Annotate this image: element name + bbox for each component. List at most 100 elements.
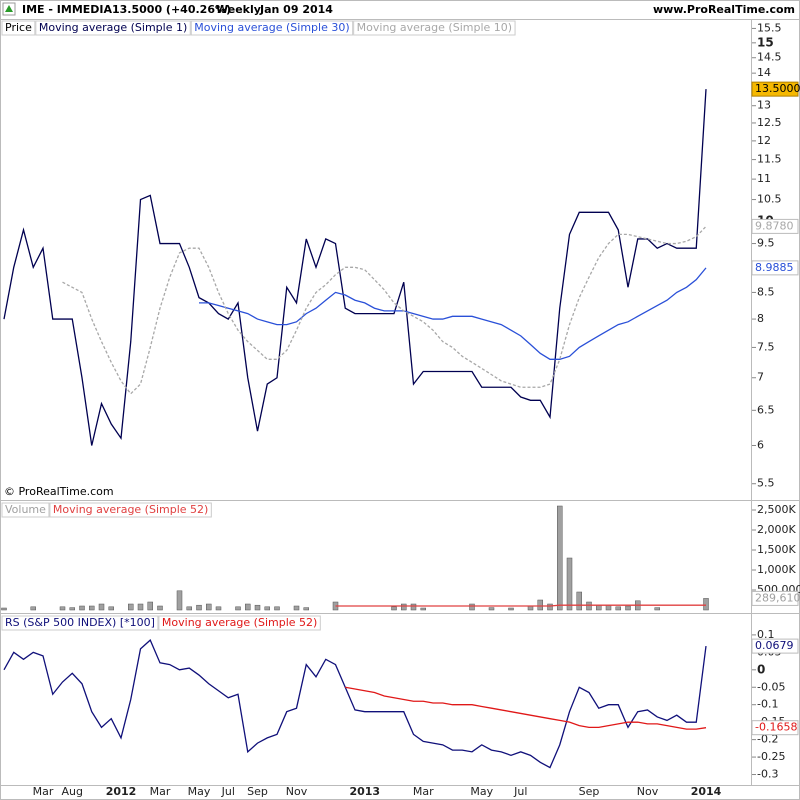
x-tick-label: Jul: [513, 785, 527, 798]
volume-bar: [420, 607, 426, 611]
y-tick-label: 12: [757, 134, 771, 147]
volume-bar: [586, 601, 592, 611]
app-icon: [2, 2, 16, 16]
symbol: IME - IMMEDIA: [22, 3, 113, 16]
x-tick-label: 2014: [691, 785, 722, 798]
y-tick-label: 7.5: [757, 340, 775, 353]
y-tick-label: 5.5: [757, 477, 775, 490]
volume-bar: [245, 603, 251, 611]
legend-box: [190, 20, 354, 36]
legend-entry: RS (S&P 500 INDEX) [*100]: [5, 616, 155, 629]
volume-bar: [508, 607, 514, 611]
y-tick-label: -0.3: [757, 768, 778, 781]
period: Weekly: [216, 3, 261, 16]
volume-bar: [79, 605, 85, 611]
volume-bar: [557, 505, 563, 611]
volume-bar: [469, 603, 475, 611]
volume-bar: [128, 603, 134, 611]
value-label: 13.5000: [755, 82, 800, 95]
volume-bar: [488, 607, 495, 611]
site: www.ProRealTime.com: [653, 3, 795, 16]
y-tick-label: 1,500K: [757, 543, 796, 556]
value-label: 289,610: [755, 591, 800, 604]
x-tick-label: 2012: [106, 785, 137, 798]
legend-entry: Moving average (Simple 10): [357, 21, 512, 34]
volume-bar: [147, 601, 153, 611]
y-tick-label: 0: [757, 662, 765, 676]
y-tick-label: 1,000K: [757, 563, 796, 576]
x-tick-label: Sep: [579, 785, 600, 798]
y-tick-label: 15: [757, 35, 774, 49]
value-label: 9.8780: [755, 219, 794, 232]
value-label: 0.0679: [755, 639, 794, 652]
legend-box: [1, 20, 36, 36]
legend-box: [35, 20, 191, 36]
volume-bar: [596, 604, 602, 611]
value-label-box: [751, 590, 799, 606]
volume-bar: [108, 606, 114, 611]
volume-bar: [274, 606, 280, 611]
series-line: [3, 89, 707, 446]
volume-bar: [30, 606, 36, 611]
legend-box: [158, 615, 321, 631]
legend-box: [1, 502, 50, 518]
y-tick-label: 8.5: [757, 285, 775, 298]
value-label-box: [751, 81, 799, 97]
legend-entry: Price: [5, 21, 32, 34]
legend-entry: Moving average (Simple 30): [194, 21, 349, 34]
y-tick-label: 10.5: [757, 193, 782, 206]
x-tick-label: Sep: [247, 785, 268, 798]
volume-bar: [547, 603, 553, 611]
volume-bar: [157, 605, 163, 611]
volume-bar: [615, 606, 621, 611]
volume-bar: [654, 607, 660, 611]
volume-bar: [196, 604, 202, 611]
y-tick-label: 2,000K: [757, 523, 796, 536]
y-tick-label: -0.1: [757, 698, 778, 711]
volume-bar: [264, 606, 270, 611]
y-tick-label: 9.5: [757, 237, 775, 250]
legend-entry: Moving average (Simple 52): [162, 616, 317, 629]
y-tick-label: 14.5: [757, 51, 782, 64]
y-tick-label: 0.1: [757, 628, 775, 641]
y-tick-label: -0.05: [757, 680, 785, 693]
legend-box: [353, 20, 516, 36]
series-line: [62, 225, 707, 395]
volume-bar: [137, 603, 144, 611]
x-tick-label: Mar: [413, 785, 434, 798]
legend-entry: Volume: [5, 503, 46, 516]
x-tick-label: Jul: [221, 785, 235, 798]
volume-bar: [69, 607, 75, 611]
value-label-box: [751, 218, 799, 234]
volume-bar: [98, 603, 105, 611]
legend-box: [1, 615, 159, 631]
y-tick-label: 7: [757, 371, 764, 384]
legend-entry: Moving average (Simple 52): [53, 503, 208, 516]
volume-bar: [293, 605, 300, 611]
volume-bar: [1, 607, 7, 611]
x-tick-label: Mar: [33, 785, 54, 798]
y-tick-label: 14: [757, 66, 771, 79]
series-line: [3, 639, 707, 769]
volume-bar: [576, 591, 582, 611]
value-label-box: [751, 638, 799, 654]
volume-bar: [176, 590, 183, 611]
value-label: 8.9885: [755, 261, 794, 274]
volume-bar: [235, 606, 241, 611]
y-tick-label: 2,500K: [757, 503, 796, 516]
volume-bar: [566, 557, 573, 611]
volume-bar: [410, 603, 417, 611]
value-label-box: [751, 720, 799, 736]
y-tick-label: 15.5: [757, 21, 782, 34]
value-label-box: [751, 260, 799, 276]
y-tick-label: 11: [757, 172, 771, 185]
volume-bar: [89, 605, 95, 611]
volume-bar: [703, 598, 709, 611]
series-line: [199, 267, 707, 360]
y-tick-label: 8: [757, 312, 764, 325]
volume-bar: [625, 605, 631, 611]
volume-bar: [254, 604, 261, 611]
